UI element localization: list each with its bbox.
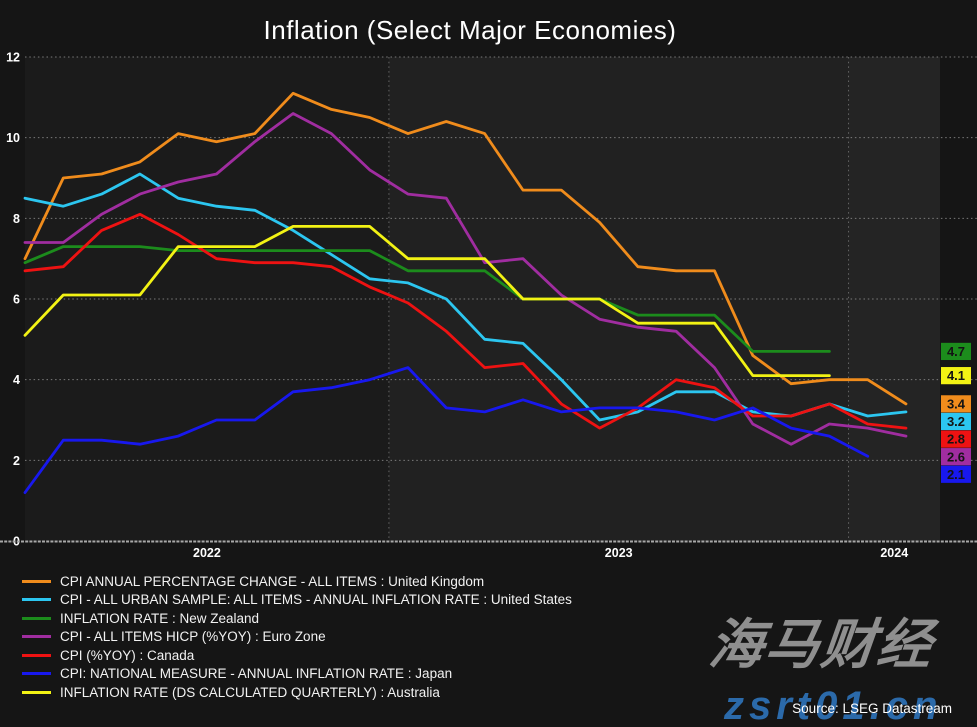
legend-line-icon — [22, 672, 51, 676]
legend-line-icon — [22, 635, 51, 639]
series-lines — [23, 91, 908, 495]
x-tick-label: 2024 — [880, 546, 908, 560]
gridlines — [25, 56, 977, 541]
x-tick-label: 2022 — [193, 546, 221, 560]
y-axis-labels: 0 2 4 6 8 10 12 — [6, 51, 20, 549]
end-value-badge-japan — [941, 465, 971, 483]
end-value-badges: 4.7 4.1 3.4 3.2 2.8 2.6 2.1 — [941, 342, 971, 483]
legend-line-icon — [22, 616, 51, 620]
legend-item-new-zealand: INFLATION RATE : New Zealand — [22, 609, 572, 628]
legend-line-icon — [22, 579, 51, 583]
x-axis-labels: 2022 2023 2024 — [193, 546, 908, 560]
legend-label: INFLATION RATE : New Zealand — [60, 610, 260, 626]
watermark-brand: 海马财经 — [706, 615, 937, 675]
y-tick-label: 10 — [6, 131, 20, 145]
y-tick-label: 4 — [13, 373, 20, 387]
end-value-badge-australia — [941, 367, 971, 385]
legend-item-canada: CPI (%YOY) : Canada — [22, 646, 572, 665]
inflation-line-chart: 0 2 4 6 8 10 12 2022 2023 2024 4.7 4.1 3.4 3.2 2.8 2.6 2… — [0, 51, 977, 560]
x-tick-label: 2023 — [605, 546, 633, 560]
end-value-badge-united-states — [941, 412, 971, 431]
legend-item-euro-zone: CPI - ALL ITEMS HICP (%YOY) : Euro Zone — [22, 628, 572, 647]
series-line-canada — [23, 212, 908, 430]
end-value-badge-new-zealand — [941, 342, 971, 361]
y-tick-label: 2 — [13, 454, 20, 468]
legend-label: CPI - ALL ITEMS HICP (%YOY) : Euro Zone — [60, 629, 326, 645]
series-line-euro-zone — [23, 112, 908, 446]
legend-label: INFLATION RATE (DS CALCULATED QUARTERLY)… — [60, 684, 440, 700]
legend-item-australia: INFLATION RATE (DS CALCULATED QUARTERLY)… — [22, 683, 572, 702]
y-tick-label: 12 — [6, 51, 20, 65]
series-line-new-zealand — [23, 245, 831, 353]
end-value-badge-euro-zone — [941, 448, 971, 466]
legend-line-icon — [22, 653, 51, 657]
end-value-text-united-kingdom: 3.4 — [947, 396, 966, 411]
legend-item-united-kingdom: CPI ANNUAL PERCENTAGE CHANGE - ALL ITEMS… — [22, 572, 572, 591]
source-label: Source: LSEG Datastream — [792, 701, 952, 716]
end-value-badge-canada — [941, 430, 971, 448]
end-value-text-new-zealand: 4.7 — [947, 344, 965, 359]
y-tick-label: 6 — [13, 293, 20, 307]
end-value-badge-united-kingdom — [941, 395, 971, 413]
watermark-domain: zsrt01.cn — [724, 684, 943, 727]
legend-item-japan: CPI: NATIONAL MEASURE - ANNUAL INFLATION… — [22, 665, 572, 684]
end-value-text-australia: 4.1 — [947, 368, 965, 383]
end-value-text-canada: 2.8 — [947, 432, 965, 447]
end-value-text-japan: 2.1 — [947, 467, 965, 482]
legend-label: CPI (%YOY) : Canada — [60, 647, 195, 663]
legend-label: CPI ANNUAL PERCENTAGE CHANGE - ALL ITEMS… — [60, 573, 485, 589]
chart-legend: CPI ANNUAL PERCENTAGE CHANGE - ALL ITEMS… — [22, 572, 572, 702]
series-line-australia — [23, 224, 831, 378]
legend-line-icon — [22, 690, 51, 694]
y-tick-label: 8 — [13, 212, 20, 226]
legend-line-icon — [22, 598, 51, 602]
end-value-text-euro-zone: 2.6 — [947, 449, 965, 464]
series-line-japan — [23, 366, 870, 495]
legend-label: CPI: NATIONAL MEASURE - ANNUAL INFLATION… — [60, 666, 453, 682]
end-value-text-united-states: 3.2 — [947, 414, 965, 429]
chart-title: Inflation (Select Major Economies) — [263, 15, 677, 45]
plot-year-bands — [25, 57, 940, 541]
legend-item-united-states: CPI - ALL URBAN SAMPLE: ALL ITEMS - ANNU… — [22, 591, 572, 610]
series-line-united-kingdom — [23, 91, 908, 406]
y-tick-label: 0 — [13, 535, 20, 549]
legend-label: CPI - ALL URBAN SAMPLE: ALL ITEMS - ANNU… — [60, 592, 572, 608]
